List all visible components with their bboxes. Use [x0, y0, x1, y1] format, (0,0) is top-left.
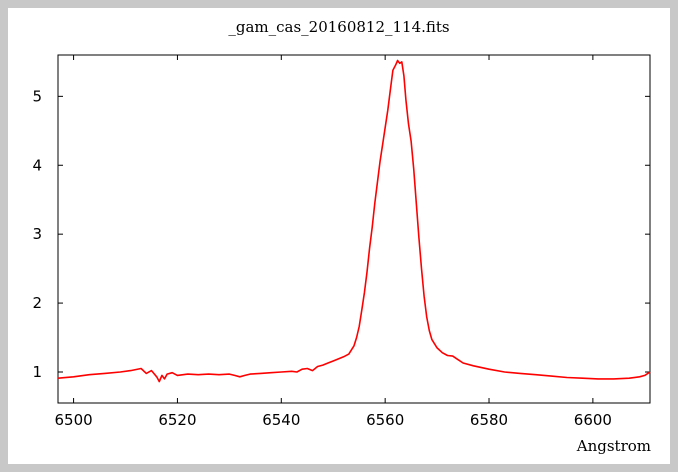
x-tick-label: 6600: [574, 411, 612, 429]
x-tick-label: 6560: [366, 411, 404, 429]
y-tick-label: 4: [32, 156, 42, 174]
x-axis-label: Angstrom: [576, 437, 651, 455]
x-tick-label: 6580: [470, 411, 508, 429]
axis-tick-labels: 6500 6520 6540 6560 6580 6600 1 2 3 4 5: [32, 87, 612, 429]
chart-panel: _gam_cas_20160812_114.fits 6500 6520 6540 6…: [8, 8, 670, 464]
x-tick-label: 6540: [262, 411, 300, 429]
plot-area-frame: [57, 54, 651, 404]
y-tick-label: 2: [32, 294, 42, 312]
x-tick-label: 6520: [158, 411, 196, 429]
axis-ticks: [58, 55, 650, 403]
y-tick-label: 3: [32, 225, 42, 243]
y-tick-label: 5: [32, 87, 42, 105]
x-tick-label: 6500: [54, 411, 92, 429]
chart-title: _gam_cas_20160812_114.fits: [228, 18, 449, 36]
y-tick-label: 1: [32, 363, 42, 381]
spectrum-chart: _gam_cas_20160812_114.fits 6500 6520 6540 6…: [32, 18, 651, 455]
series-line-spectrum: [57, 59, 651, 383]
